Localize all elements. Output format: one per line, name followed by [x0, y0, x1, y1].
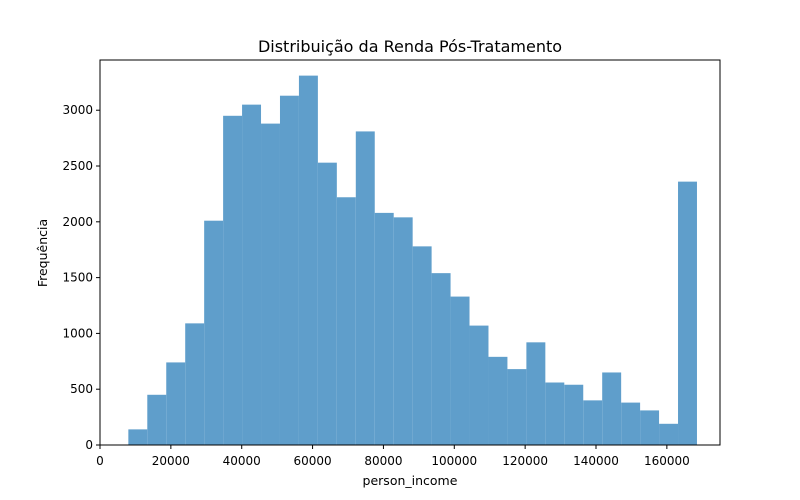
histogram-bar [545, 382, 565, 445]
histogram-bar [488, 356, 508, 445]
y-tick-label: 3000 [62, 103, 93, 117]
histogram-bar [317, 162, 337, 445]
y-tick-label: 2500 [62, 159, 93, 173]
x-tick-label: 160000 [644, 454, 690, 468]
x-tick-label: 100000 [431, 454, 477, 468]
histogram-bar [374, 212, 394, 445]
histogram-bar [469, 325, 489, 445]
histogram-bar [602, 372, 622, 445]
histogram-bar [640, 410, 660, 445]
x-tick-label: 20000 [152, 454, 190, 468]
histogram-bar [583, 400, 603, 445]
x-axis-ticks: 0 20000 40000 60000 80000 100000 120000 140000 1… [96, 445, 690, 468]
histogram-bar [450, 296, 470, 445]
histogram-bar [431, 273, 451, 445]
histogram-bar [298, 75, 318, 445]
x-tick-label: 140000 [573, 454, 619, 468]
x-tick-label: 60000 [293, 454, 331, 468]
chart-title: Distribuição da Renda Pós-Tratamento [258, 37, 562, 56]
histogram-bar [507, 369, 527, 445]
y-axis-ticks: 0 500 1000 1500 2000 2500 3000 [62, 103, 100, 452]
histogram-bar [678, 181, 697, 445]
histogram-bar [166, 362, 186, 445]
histogram-bar [147, 394, 167, 445]
histogram-bar [128, 429, 148, 445]
histogram-bar [279, 95, 299, 445]
y-tick-label: 2000 [62, 215, 93, 229]
y-tick-label: 1000 [62, 326, 93, 340]
histogram-bar [261, 123, 280, 445]
histogram-bar [526, 342, 546, 445]
histogram-bar [242, 104, 262, 445]
x-axis-label: person_income [363, 473, 458, 488]
histogram-bar [659, 423, 679, 445]
histogram-bar [223, 115, 243, 445]
histogram-bars [128, 75, 697, 445]
y-tick-label: 0 [85, 438, 93, 452]
x-tick-label: 120000 [502, 454, 548, 468]
histogram-bar [336, 197, 356, 445]
histogram-bar [412, 246, 432, 445]
y-tick-label: 1500 [62, 271, 93, 285]
plot-frame [99, 59, 721, 446]
y-axis-label: Frequência [35, 219, 50, 287]
histogram-bar [393, 217, 413, 445]
histogram-bar [185, 323, 205, 445]
x-tick-label: 0 [96, 454, 104, 468]
histogram-bar [355, 131, 375, 445]
x-tick-label: 40000 [223, 454, 261, 468]
histogram-bar [204, 220, 224, 445]
x-tick-label: 80000 [364, 454, 402, 468]
y-tick-label: 500 [70, 382, 93, 396]
histogram-bar [621, 402, 641, 445]
histogram-bar [564, 384, 584, 445]
